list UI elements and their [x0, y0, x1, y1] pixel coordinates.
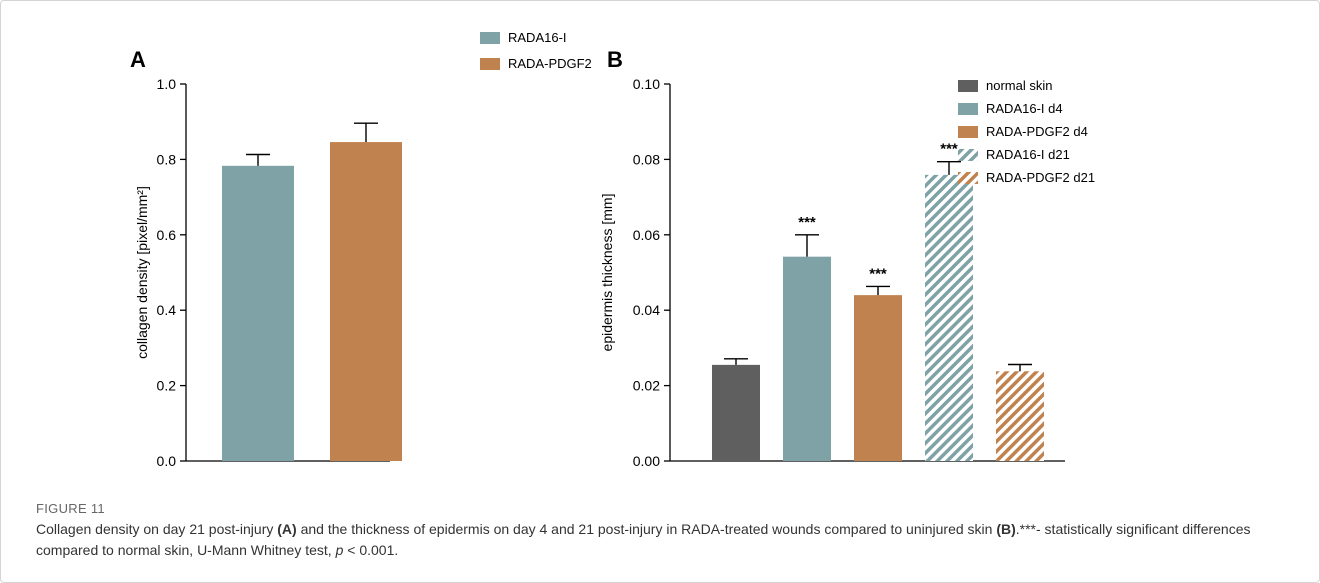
figure-caption: FIGURE 11 Collagen density on day 21 pos…	[36, 498, 1286, 561]
bar-a-1	[222, 165, 294, 461]
bar-b-3	[854, 295, 902, 461]
legend-swatch-a-2	[480, 58, 500, 70]
bar-b-2	[783, 256, 831, 461]
y-tick-label-a: 1.0	[157, 76, 177, 92]
y-tick-label-b: 0.02	[633, 378, 660, 394]
legend-swatch-b-3	[958, 126, 978, 138]
significance-marker-b-4: ***	[940, 141, 958, 158]
bar-b-1	[712, 364, 760, 461]
y-tick-label-a: 0.0	[157, 453, 177, 469]
legend-label-a-2: RADA-PDGF2	[508, 56, 592, 71]
significance-marker-b-2: ***	[798, 214, 816, 231]
panel-letter-b: B	[607, 47, 623, 72]
legend-label-b-4: RADA16-I d21	[986, 147, 1070, 162]
y-tick-label-b: 0.00	[633, 453, 660, 469]
y-tick-label-a: 0.6	[157, 227, 177, 243]
caption-ref-a: (A)	[277, 521, 297, 537]
significance-marker-b-3: ***	[869, 265, 887, 282]
y-axis-label-a: collagen density [pixel/mm²]	[134, 186, 150, 359]
legend-label-b-2: RADA16-I d4	[986, 101, 1063, 116]
caption-p-symbol: p	[335, 542, 344, 558]
caption-text-3: .***- statistically significant differen…	[36, 521, 1251, 558]
y-axis-label-b: epidermis thickness [mm]	[599, 194, 615, 352]
y-tick-label-a: 0.8	[157, 151, 177, 167]
y-tick-label-a: 0.2	[157, 378, 177, 394]
legend-label-b-3: RADA-PDGF2 d4	[986, 124, 1088, 139]
legend-label-a-1: RADA16-I	[508, 30, 567, 45]
legend-label-b-1: normal skin	[986, 78, 1052, 93]
figure-charts: A 0.0 0.2 0.4 0.6 0.8 1.0 collagen density [pix…	[130, 30, 1095, 469]
legend-swatch-b-4	[958, 149, 978, 161]
bar-a-2	[330, 142, 402, 462]
legend-swatch-a-1	[480, 32, 500, 44]
y-tick-label-b: 0.10	[633, 76, 660, 92]
legend-swatch-b-1	[958, 80, 978, 92]
caption-text-2: and the thickness of epidermis on day 4 …	[296, 521, 997, 537]
legend-label-b-5: RADA-PDGF2 d21	[986, 170, 1095, 185]
y-tick-label-a: 0.4	[157, 302, 177, 318]
y-tick-label-b: 0.04	[633, 302, 660, 318]
bar-b-4	[925, 174, 973, 461]
panel-b-chart: B 0.00 0.02 0.04 0.06 0.08 0.10 epidermis thick…	[599, 47, 1095, 469]
figure-label: FIGURE 11	[36, 501, 105, 516]
y-tick-label-b: 0.06	[633, 227, 660, 243]
panel-a-chart: A 0.0 0.2 0.4 0.6 0.8 1.0 collagen density [pix…	[130, 30, 592, 469]
caption-text-4: < 0.001.	[343, 542, 399, 558]
bar-b-5	[996, 371, 1044, 461]
legend-swatch-b-5	[958, 172, 978, 184]
panel-letter-a: A	[130, 47, 146, 72]
y-tick-label-b: 0.08	[633, 151, 660, 167]
caption-text-1: Collagen density on day 21 post-injury	[36, 521, 278, 537]
caption-ref-b: (B)	[996, 521, 1016, 537]
legend-swatch-b-2	[958, 103, 978, 115]
